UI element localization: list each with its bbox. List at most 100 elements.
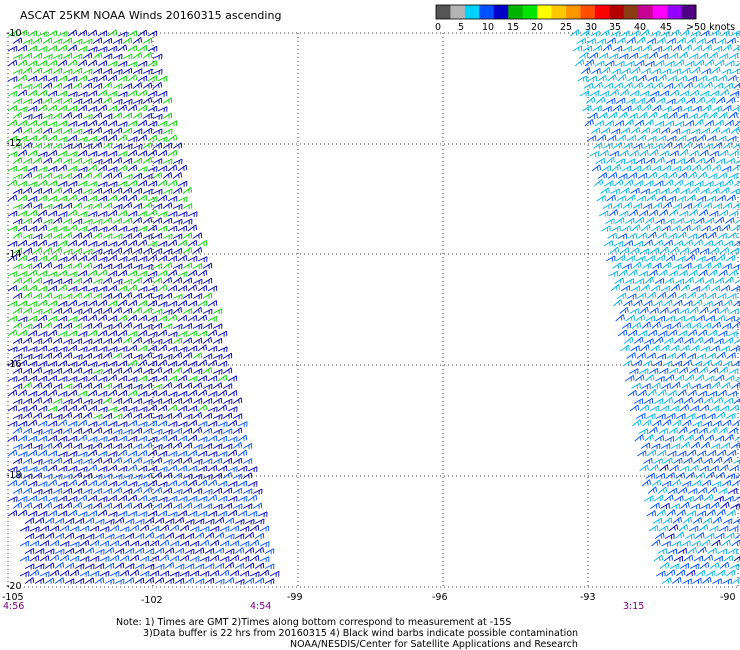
wind-barb — [656, 509, 666, 517]
wind-barb — [77, 120, 88, 127]
wind-barb — [32, 203, 43, 210]
wind-barb — [149, 525, 160, 532]
wind-barb — [102, 187, 113, 194]
wind-barb — [32, 322, 43, 329]
wind-barb — [234, 533, 245, 540]
wind-barb — [97, 361, 108, 368]
wind-barb — [57, 136, 68, 143]
wind-barb — [662, 261, 672, 269]
wind-barb — [87, 300, 98, 307]
wind-barb — [704, 337, 714, 344]
wind-barb — [669, 563, 680, 570]
wind-barb — [144, 548, 155, 555]
wind-barb — [147, 286, 158, 292]
wind-barb — [27, 404, 38, 412]
wind-barb — [222, 443, 233, 450]
wind-barb — [192, 458, 203, 465]
wind-barb — [706, 292, 717, 299]
wind-barb — [247, 466, 258, 473]
wind-barb — [102, 202, 113, 209]
wind-barb — [194, 532, 205, 539]
wind-barb — [72, 82, 83, 89]
wind-barb — [157, 120, 168, 127]
wind-barb — [27, 360, 38, 367]
wind-barb — [708, 269, 718, 277]
wind-barb — [172, 277, 183, 284]
wind-barb — [728, 526, 739, 532]
wind-barb — [687, 488, 698, 495]
wind-barb — [689, 563, 700, 570]
wind-barb — [152, 457, 163, 464]
wind-barb — [694, 119, 704, 127]
wind-barb — [645, 374, 655, 382]
wind-barb — [182, 203, 193, 210]
lat-label: -20 — [6, 581, 22, 592]
wind-barb — [613, 82, 623, 89]
wind-barb — [644, 434, 654, 442]
wind-barb — [44, 517, 55, 524]
wind-barb — [679, 562, 690, 569]
wind-barb — [645, 255, 656, 262]
wind-barb — [52, 367, 63, 375]
wind-barb — [703, 81, 713, 89]
wind-barb — [17, 329, 28, 337]
wind-barb — [244, 547, 255, 554]
wind-barb — [17, 509, 28, 517]
wind-barb — [693, 142, 703, 149]
wind-barb — [661, 225, 671, 232]
wind-barb — [676, 450, 687, 457]
wind-barb — [731, 321, 740, 329]
wind-barb — [17, 165, 28, 172]
wind-barb — [666, 450, 677, 457]
wind-barb — [680, 501, 690, 509]
wind-barb — [142, 247, 153, 254]
wind-barb — [716, 38, 726, 45]
wind-barb — [669, 246, 680, 254]
wind-barb — [139, 570, 150, 577]
wind-barb — [635, 255, 646, 262]
wind-barb — [633, 142, 643, 149]
wind-barb — [147, 134, 158, 142]
wind-barb — [644, 119, 654, 127]
wind-barb — [194, 563, 205, 570]
wind-barb — [649, 405, 660, 412]
wind-barb — [142, 337, 153, 345]
wind-barb — [67, 465, 78, 472]
wind-barb — [249, 539, 260, 547]
wind-barb — [665, 413, 676, 420]
wind-barb — [202, 503, 213, 510]
wind-barb — [44, 577, 55, 584]
wind-barb — [187, 375, 198, 382]
wind-barb — [237, 465, 248, 472]
wind-barb — [733, 142, 740, 149]
wind-barb — [688, 427, 698, 434]
wind-barb — [172, 352, 183, 359]
wind-barb — [132, 68, 143, 75]
wind-barb — [730, 503, 740, 510]
wind-barb — [672, 419, 682, 427]
wind-barb — [584, 119, 594, 127]
wind-barb — [42, 97, 53, 104]
wind-barb — [77, 494, 88, 502]
wind-barb — [732, 264, 740, 270]
wind-barb — [724, 60, 735, 67]
colorbar-swatch — [450, 5, 466, 19]
wind-barb — [167, 211, 178, 217]
wind-barb — [644, 338, 654, 345]
wind-barb — [112, 203, 123, 210]
wind-barb — [662, 517, 673, 524]
wind-barb — [102, 53, 113, 60]
wind-barb — [224, 548, 235, 555]
wind-barb — [67, 75, 78, 82]
wind-barb — [67, 209, 78, 217]
wind-barb — [700, 187, 710, 194]
wind-barb — [32, 308, 43, 315]
wind-barb — [62, 322, 73, 329]
wind-barb — [42, 187, 53, 194]
wind-barb — [637, 232, 647, 239]
wind-barb — [27, 330, 38, 337]
wind-barb — [714, 181, 724, 187]
wind-barb — [204, 532, 215, 539]
wind-barb — [17, 225, 28, 232]
wind-barb — [67, 299, 78, 307]
